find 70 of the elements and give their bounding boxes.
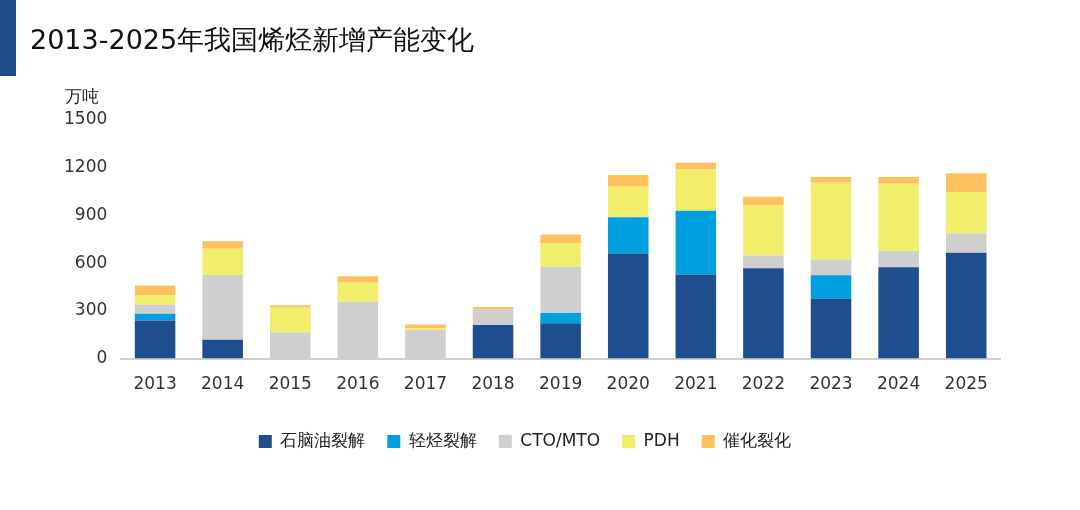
bar <box>810 176 852 183</box>
bar <box>878 267 919 359</box>
x-tick-label: 2013 <box>133 373 177 394</box>
y-tick-label: 1200 <box>64 156 108 177</box>
bar <box>337 282 379 302</box>
x-tick-label: 2020 <box>606 373 650 394</box>
bar <box>540 234 581 243</box>
legend-label: PDH <box>643 429 680 450</box>
bar <box>540 323 581 359</box>
bar <box>134 320 176 359</box>
bar <box>878 176 919 184</box>
bar <box>945 233 987 253</box>
bar <box>337 276 379 283</box>
y-tick-label: 1500 <box>64 108 108 129</box>
y-axis-title: 万吨 <box>64 85 99 106</box>
x-tick-label: 2019 <box>539 373 583 394</box>
bar <box>810 259 852 276</box>
bar <box>472 324 514 359</box>
bar <box>810 182 852 260</box>
bar <box>540 266 581 314</box>
bar <box>269 307 311 333</box>
bar <box>540 242 581 267</box>
bar <box>743 268 784 359</box>
y-tick-label: 900 <box>74 203 108 224</box>
bar <box>878 183 919 252</box>
x-tick-label: 2014 <box>201 373 245 394</box>
x-tick-label: 2016 <box>336 373 380 394</box>
bar <box>134 304 176 314</box>
x-tick-label: 2017 <box>403 373 448 394</box>
x-tick-label: 2024 <box>876 373 921 394</box>
bar <box>134 285 176 296</box>
x-tick-label: 2023 <box>809 373 853 394</box>
legend-label: 石脑油裂解 <box>280 429 366 450</box>
bar <box>202 241 243 249</box>
bar <box>540 313 581 324</box>
legend-label: CTO/MTO <box>520 429 601 450</box>
y-tick-label: 600 <box>74 251 108 272</box>
bar <box>675 274 717 359</box>
bar <box>878 251 919 268</box>
x-tick-label: 2021 <box>674 373 718 394</box>
bar <box>607 186 649 218</box>
legend-label: 轻烃裂解 <box>408 429 477 450</box>
bar <box>810 298 852 359</box>
x-tick-label: 2018 <box>471 373 515 394</box>
bar <box>607 174 649 187</box>
bar <box>607 217 649 254</box>
bar <box>472 307 514 310</box>
bar <box>810 275 852 299</box>
x-tick-label: 2015 <box>268 373 312 394</box>
chart-title: 2013-2025年我国烯烃新增产能变化 <box>30 23 475 57</box>
bar <box>743 196 784 205</box>
x-tick-label: 2022 <box>741 373 786 394</box>
bar <box>202 339 243 359</box>
bar <box>743 204 784 256</box>
x-tick-label: 2025 <box>944 373 988 394</box>
y-tick-label: 300 <box>74 299 108 320</box>
bar <box>743 255 784 269</box>
bar <box>675 169 717 211</box>
bar <box>607 253 649 359</box>
bar <box>202 248 243 275</box>
bar <box>472 309 514 325</box>
bar <box>202 274 243 340</box>
bar <box>134 295 176 305</box>
bar <box>945 192 987 234</box>
legend-label: 催化裂化 <box>723 429 792 450</box>
bar <box>945 173 987 193</box>
bar <box>945 252 987 359</box>
bar <box>269 305 311 308</box>
bar <box>675 210 717 275</box>
y-tick-label: 0 <box>96 347 108 368</box>
